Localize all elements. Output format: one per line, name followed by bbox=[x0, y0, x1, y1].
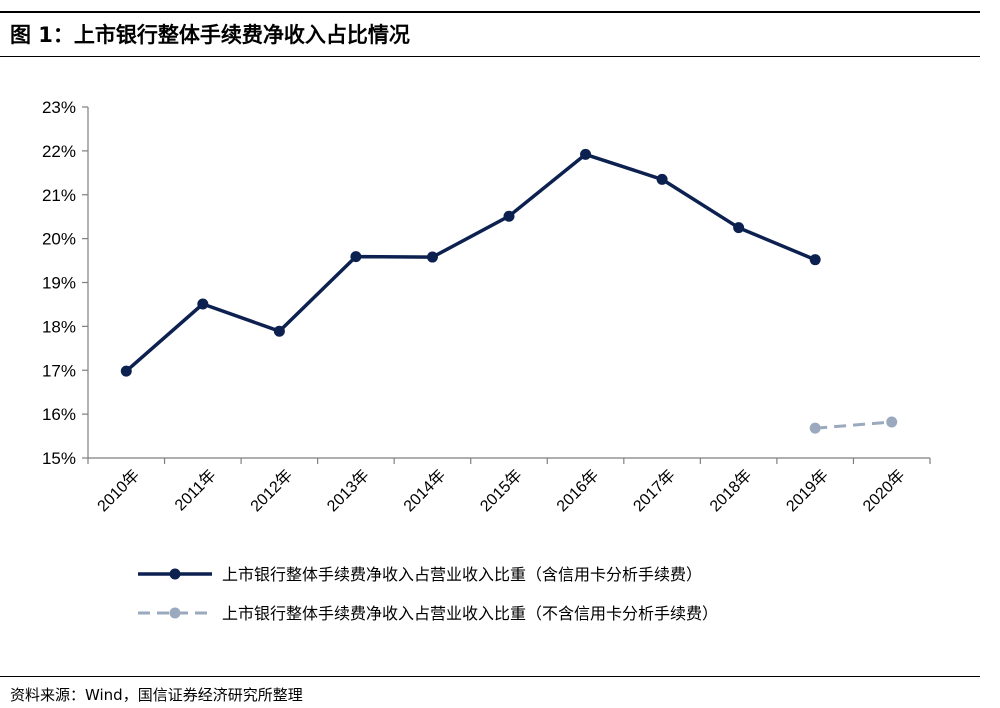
series-1-point bbox=[733, 222, 745, 234]
legend-label-1: 上市银行整体手续费净收入占营业收入比重（含信用卡分析手续费） bbox=[222, 566, 702, 584]
source-note: 资料来源：Wind，国信证券经济研究所整理 bbox=[10, 686, 303, 704]
y-tick-label: 22% bbox=[42, 142, 76, 161]
y-tick-label: 21% bbox=[42, 186, 76, 205]
series-1-point bbox=[273, 325, 285, 337]
series-1-point bbox=[197, 298, 209, 310]
series-1-point bbox=[503, 210, 515, 222]
title-top-rule bbox=[0, 11, 980, 13]
x-tick-label: 2020年 bbox=[859, 466, 908, 515]
x-tick-label: 2015年 bbox=[477, 466, 526, 515]
y-tick-label: 20% bbox=[42, 230, 76, 249]
chart-legend: 上市银行整体手续费净收入占营业收入比重（含信用卡分析手续费） 上市银行整体手续费净… bbox=[138, 566, 718, 623]
title-bottom-rule bbox=[0, 56, 980, 57]
series-1-point bbox=[120, 365, 132, 377]
y-tick-label: 18% bbox=[42, 317, 76, 336]
figure-title: 图 1：上市银行整体手续费净收入占比情况 bbox=[10, 23, 410, 47]
x-tick-label: 2012年 bbox=[247, 466, 296, 515]
legend-marker-2 bbox=[169, 607, 181, 619]
y-tick-label: 15% bbox=[42, 449, 76, 468]
x-tick-label: 2011年 bbox=[171, 466, 219, 514]
series-line-2 bbox=[815, 420, 892, 430]
x-tick-label: 2014年 bbox=[400, 466, 449, 515]
footer-rule bbox=[0, 676, 980, 677]
x-tick-label: 2017年 bbox=[630, 466, 679, 515]
series-1-point bbox=[426, 251, 438, 263]
series-2-point bbox=[886, 416, 898, 428]
x-tick-label: 2013年 bbox=[324, 466, 373, 515]
series-1-point bbox=[350, 251, 362, 263]
legend-label-2: 上市银行整体手续费净收入占营业收入比重（不含信用卡分析手续费） bbox=[222, 605, 718, 623]
series-1-point bbox=[580, 148, 592, 160]
series-line-1 bbox=[125, 152, 816, 373]
series-1-point bbox=[809, 254, 821, 266]
y-tick-label: 23% bbox=[42, 98, 76, 117]
x-tick-label: 2016年 bbox=[553, 466, 602, 515]
x-tick-label: 2019年 bbox=[783, 466, 832, 515]
x-tick-label: 2018年 bbox=[706, 466, 755, 515]
chart-axes: 15% 16% 17% 18% 19% 20% 21% 22% 23% 2010年 2011年 201… bbox=[42, 98, 931, 515]
x-tick-label: 2010年 bbox=[94, 466, 143, 515]
series-1-point bbox=[656, 173, 668, 185]
y-tick-label: 19% bbox=[42, 274, 76, 293]
y-tick-label: 16% bbox=[42, 405, 76, 424]
legend-marker-1 bbox=[169, 568, 181, 580]
y-tick-label: 17% bbox=[42, 361, 76, 380]
line-chart: 15% 16% 17% 18% 19% 20% 21% 22% 23% 2010年 2011年 201… bbox=[42, 98, 931, 623]
figure-header: 图 1：上市银行整体手续费净收入占比情况 bbox=[0, 0, 980, 58]
series-2-point bbox=[809, 422, 821, 434]
chart-series bbox=[120, 148, 898, 434]
